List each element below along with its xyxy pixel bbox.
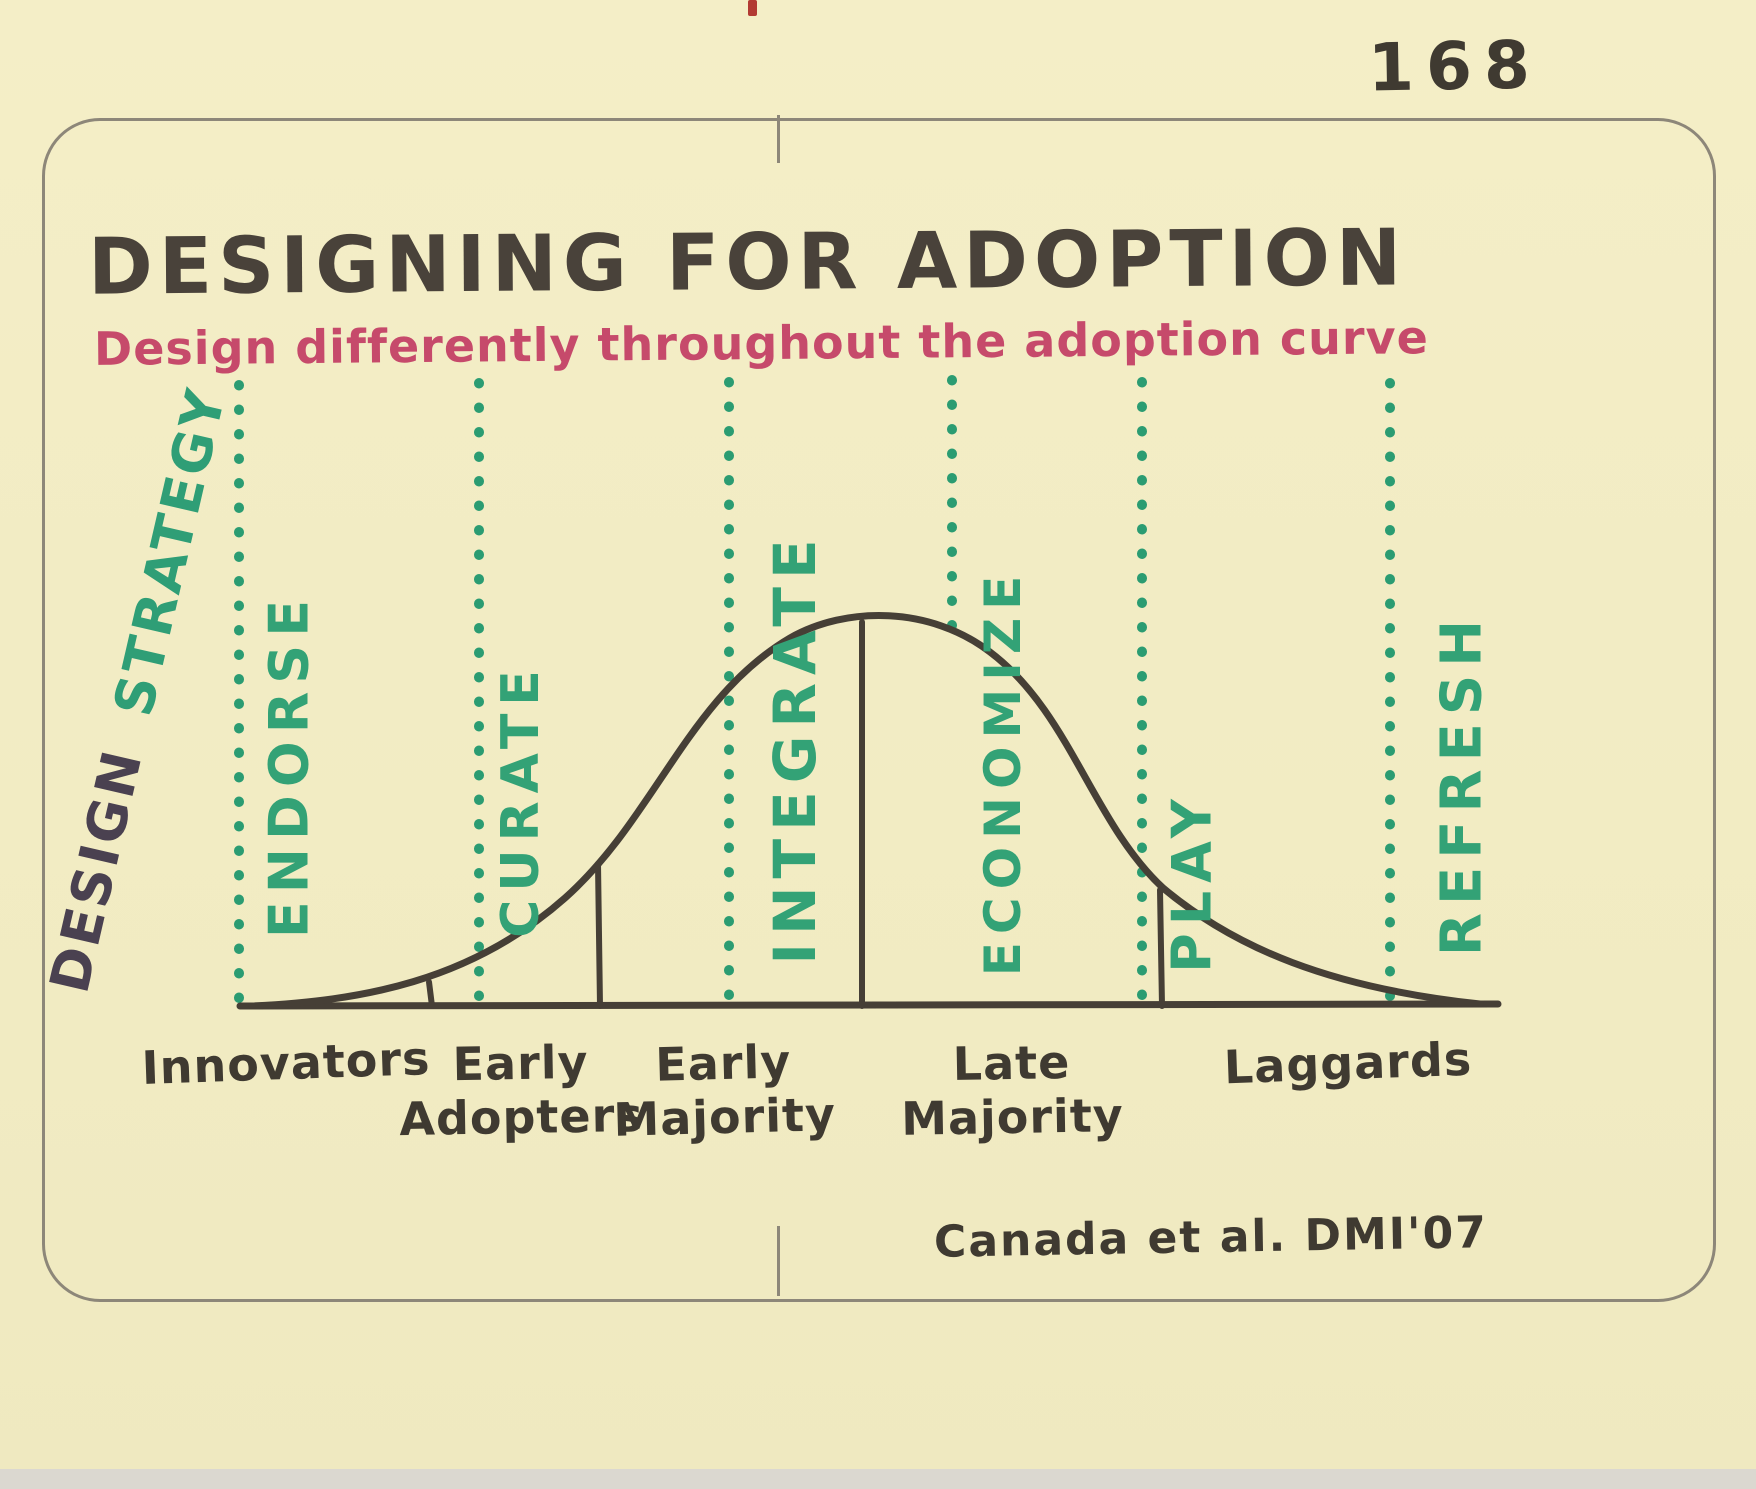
axis-label-early-majority: Early Majority	[611, 1033, 837, 1148]
strategy-label-endorse: ENDORSE	[257, 591, 321, 939]
axis-label-line: Late	[952, 1034, 1071, 1092]
segment-divider-laggards	[1157, 887, 1165, 1009]
axis-label-laggards: Laggards	[1223, 1032, 1473, 1095]
axis-label-innovators: Innovators	[141, 1031, 432, 1095]
x-axis-baseline	[236, 1000, 1502, 1010]
axis-label-line: Adopters	[398, 1088, 645, 1147]
segment-divider-innovators	[426, 979, 435, 1009]
top-center-tick	[777, 115, 780, 163]
segment-divider-early-adopters	[595, 861, 603, 1009]
strategy-label-play: PLAY	[1160, 791, 1224, 973]
strategy-label-curate: CURATE	[491, 662, 551, 938]
red-edge-mark	[748, 0, 757, 16]
axis-label-line: Majority	[900, 1088, 1125, 1147]
scanner-edge	[0, 1469, 1756, 1489]
bottom-center-tick	[777, 1226, 780, 1296]
page-border	[42, 118, 1716, 1302]
attribution: Canada et al. DMI'07	[933, 1207, 1489, 1268]
bell-curve-path	[248, 612, 1484, 1010]
axis-label-line: Innovators	[140, 1030, 432, 1096]
strategy-label-economize: ECONOMIZE	[974, 567, 1032, 977]
strategy-label-refresh: REFRESH	[1429, 611, 1495, 957]
axis-label-line: Majority	[612, 1087, 837, 1148]
axis-label-early-adopters: Early Adopters	[398, 1034, 644, 1147]
axis-label-line: Early	[452, 1034, 589, 1092]
strategy-label-integrate: INTEGRATE	[761, 531, 829, 965]
axis-label-line: Early	[654, 1034, 792, 1092]
axis-label-late-majority: Late Majority	[900, 1034, 1125, 1147]
axis-label-line: Laggards	[1223, 1031, 1473, 1095]
